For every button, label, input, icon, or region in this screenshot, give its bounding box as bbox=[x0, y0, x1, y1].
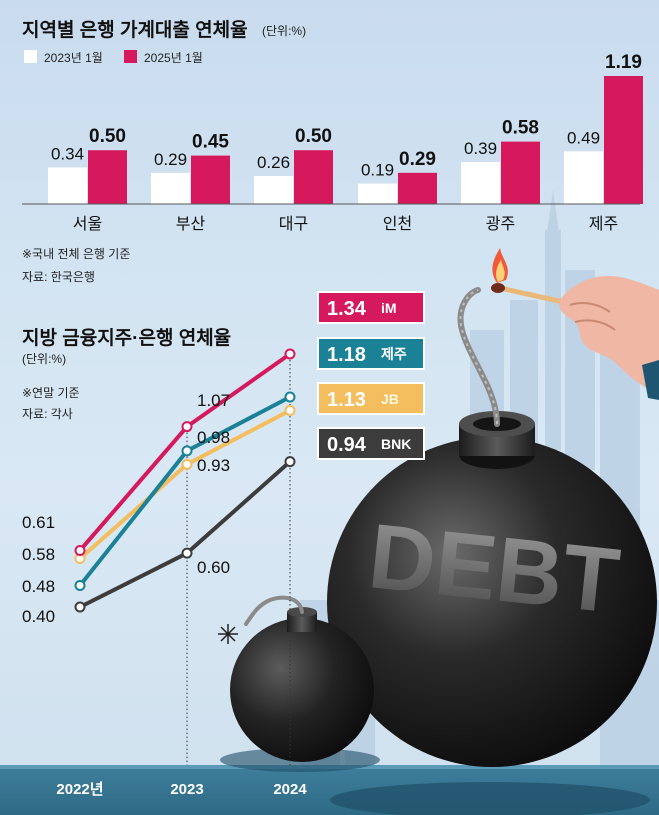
line-point-BNK bbox=[74, 601, 86, 613]
end-value-label: 1.13 bbox=[327, 389, 366, 411]
mid-value-label: 0.60 bbox=[197, 558, 230, 577]
bar-value-label: 0.58 bbox=[502, 118, 539, 139]
bar-인천-2025 bbox=[398, 172, 437, 204]
match-stick bbox=[497, 285, 571, 306]
legend-swatch-2025 bbox=[124, 50, 137, 63]
bar-인천-2023 bbox=[358, 183, 397, 204]
start-value-label: 0.48 bbox=[22, 577, 55, 596]
bar-서울-2025 bbox=[88, 150, 127, 204]
bar-value-label: 0.19 bbox=[361, 161, 394, 180]
bomb-illustration: DEBT bbox=[218, 248, 659, 815]
bar-value-label: 0.29 bbox=[154, 150, 187, 169]
line-point-제주 bbox=[74, 579, 86, 591]
start-value-label: 0.40 bbox=[22, 607, 55, 626]
bar-value-label: 0.50 bbox=[295, 126, 332, 147]
x-tick-label-2024: 2024 bbox=[273, 781, 307, 798]
line-chart-unit: (단위:%) bbox=[22, 352, 66, 366]
small-bomb bbox=[230, 618, 374, 762]
bar-category-label: 서울 bbox=[73, 215, 102, 233]
mid-value-label: 0.93 bbox=[197, 456, 230, 475]
bar-광주-2023 bbox=[461, 162, 500, 204]
bar-value-label: 1.19 bbox=[605, 52, 642, 73]
bar-value-label: 0.50 bbox=[89, 126, 126, 147]
start-value-label: 0.61 bbox=[22, 513, 55, 532]
end-value-label: 1.18 bbox=[327, 344, 366, 366]
end-value-label: 1.34 bbox=[327, 298, 367, 320]
bar-category-label: 대구 bbox=[279, 215, 308, 233]
bar-category-label: 광주 bbox=[486, 215, 515, 233]
line-series-JB bbox=[78, 408, 291, 561]
bar-value-label: 0.39 bbox=[464, 139, 497, 158]
bar-category-label: 제주 bbox=[589, 215, 618, 233]
line-point-iM bbox=[181, 421, 193, 433]
bar-value-label: 0.29 bbox=[399, 149, 436, 170]
bar-legend: 2023년 1월 2025년 1월 bbox=[24, 50, 203, 65]
bar-note-basis: ※국내 전체 은행 기준 bbox=[22, 246, 130, 261]
bar-부산-2023 bbox=[151, 172, 190, 204]
line-point-BNK bbox=[284, 456, 296, 468]
legend-label-2023: 2023년 1월 bbox=[44, 51, 103, 65]
bar-제주-2023 bbox=[564, 151, 603, 204]
line-point-BNK bbox=[181, 547, 193, 559]
line-chart-title: 지방 금융지주·은행 연체율 bbox=[22, 327, 231, 349]
line-note-source: 자료: 각사 bbox=[22, 407, 73, 421]
end-value-label: 0.94 bbox=[327, 434, 367, 456]
bar-광주-2025 bbox=[501, 141, 540, 204]
bar-value-label: 0.49 bbox=[567, 128, 600, 147]
x-tick-label-2023: 2023 bbox=[170, 781, 203, 798]
line-point-제주 bbox=[284, 391, 296, 403]
line-point-JB bbox=[181, 458, 193, 470]
bar-chart-title: 지역별 은행 가계대출 연체율 bbox=[22, 19, 248, 41]
series-name-label: 제주 bbox=[381, 346, 407, 362]
series-name-label: JB bbox=[381, 391, 399, 407]
large-bomb bbox=[327, 437, 657, 767]
legend-label-2025: 2025년 1월 bbox=[144, 51, 203, 65]
line-point-제주 bbox=[181, 445, 193, 457]
bar-value-label: 0.26 bbox=[257, 153, 290, 172]
x-tick-label-2022: 2022년 bbox=[56, 781, 103, 798]
series-name-label: BNK bbox=[381, 436, 411, 452]
legend-swatch-2023 bbox=[24, 50, 37, 63]
bar-제주-2025 bbox=[604, 76, 643, 204]
bar-value-label: 0.34 bbox=[51, 144, 84, 163]
bar-부산-2025 bbox=[191, 155, 230, 204]
mid-value-label: 1.07 bbox=[197, 391, 230, 410]
start-value-label: 0.58 bbox=[22, 545, 55, 564]
bar-plot: 0.34 0.50 서울 0.29 0.45 부산 0.26 0.50 대구 0.19 0.29 인천… bbox=[48, 52, 643, 233]
bar-category-label: 인천 bbox=[383, 215, 412, 233]
bar-value-label: 0.45 bbox=[192, 132, 229, 153]
line-point-iM bbox=[74, 544, 86, 556]
bar-category-label: 부산 bbox=[176, 215, 206, 233]
hand bbox=[559, 276, 659, 395]
line-plot: 0.61 0.58 0.48 0.40 1.07 0.98 0.93 0.60 1.34 iM 1.… bbox=[22, 291, 425, 765]
series-name-label: iM bbox=[381, 300, 397, 316]
line-point-iM bbox=[284, 348, 296, 360]
bar-대구-2025 bbox=[294, 150, 333, 204]
bar-대구-2023 bbox=[254, 176, 293, 204]
bar-서울-2023 bbox=[48, 167, 87, 204]
bar-chart-unit: (단위:%) bbox=[262, 24, 306, 38]
mid-value-label: 0.98 bbox=[197, 428, 230, 447]
line-series-BNK bbox=[79, 460, 292, 609]
line-point-JB bbox=[284, 404, 296, 416]
bar-note-source: 자료: 한국은행 bbox=[22, 269, 95, 284]
line-note-basis: ※연말 기준 bbox=[22, 386, 80, 400]
